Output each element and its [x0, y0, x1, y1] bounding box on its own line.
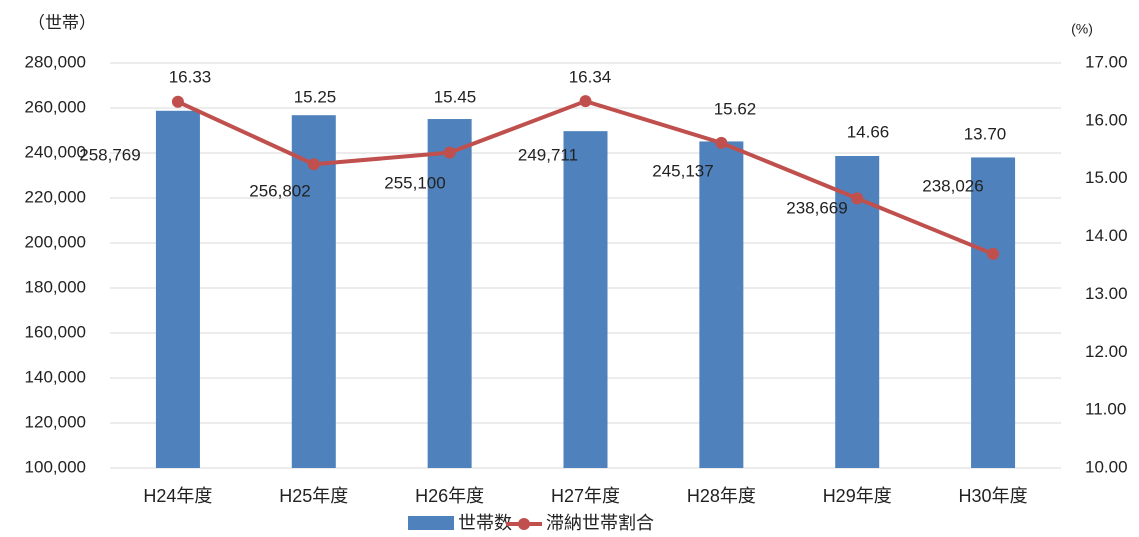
line-marker [171, 95, 184, 108]
data-label: 258,769 [79, 145, 140, 164]
bar [291, 115, 336, 469]
y2-axis-label: (%) [1071, 21, 1093, 37]
y2-tick-label: 14.00 [1085, 226, 1128, 245]
y2-tick-label: 11.00 [1085, 400, 1126, 419]
y-tick-label: 200,000 [25, 232, 86, 251]
bar [971, 157, 1016, 468]
bar [699, 141, 744, 468]
y-tick-label: 180,000 [25, 277, 86, 296]
y-tick-label: 100,000 [25, 457, 86, 476]
data-label: 249,711 [518, 145, 578, 164]
y2-tick-label: 16.00 [1085, 110, 1128, 129]
y-tick-label: 260,000 [25, 97, 86, 116]
x-tick-label: H27年度 [551, 486, 620, 506]
bar [427, 119, 472, 469]
y2-tick-label: 15.00 [1085, 168, 1128, 187]
y-tick-label: 280,000 [25, 52, 86, 71]
legend-label: 滞納世帯割合 [546, 513, 654, 533]
data-label: 14.66 [847, 122, 890, 141]
bar [155, 110, 200, 469]
y-tick-label: 140,000 [25, 367, 86, 386]
y-tick-label: 120,000 [25, 412, 86, 431]
data-label: 15.25 [294, 87, 337, 106]
x-tick-label: H24年度 [143, 486, 212, 506]
y2-tick-label: 10.00 [1085, 457, 1128, 476]
line-marker [443, 146, 456, 159]
line-marker [579, 95, 592, 108]
y2-tick-label: 13.00 [1085, 284, 1128, 303]
bar [835, 155, 880, 468]
x-tick-label: H28年度 [687, 486, 756, 506]
y-tick-label: 160,000 [25, 322, 86, 341]
line-marker [987, 247, 1000, 260]
data-label: 238,669 [786, 198, 847, 217]
data-label: 13.70 [964, 124, 1007, 143]
y-tick-label: 240,000 [25, 142, 86, 161]
y-axis-label: （世帯） [28, 13, 96, 32]
x-tick-label: H30年度 [959, 486, 1028, 506]
line-marker [715, 136, 728, 149]
legend-swatch [518, 518, 530, 530]
data-label: 255,100 [384, 173, 445, 192]
line-marker [851, 192, 864, 205]
bar [563, 131, 608, 468]
x-tick-label: H26年度 [415, 486, 484, 506]
data-label: 15.62 [714, 99, 757, 118]
y2-tick-label: 17.00 [1085, 52, 1128, 71]
data-label: 245,137 [652, 161, 713, 180]
data-label: 238,026 [922, 176, 983, 195]
data-label: 15.45 [434, 87, 477, 106]
x-tick-label: H29年度 [823, 486, 892, 506]
data-label: 256,802 [249, 181, 310, 200]
y-tick-label: 220,000 [25, 187, 86, 206]
legend-swatch [408, 516, 454, 530]
data-label: 16.33 [169, 67, 212, 86]
x-tick-label: H25年度 [279, 486, 348, 506]
y2-tick-label: 12.00 [1085, 342, 1128, 361]
line-marker [307, 158, 320, 171]
legend-label: 世帯数 [458, 513, 512, 533]
data-label: 16.34 [569, 67, 612, 86]
